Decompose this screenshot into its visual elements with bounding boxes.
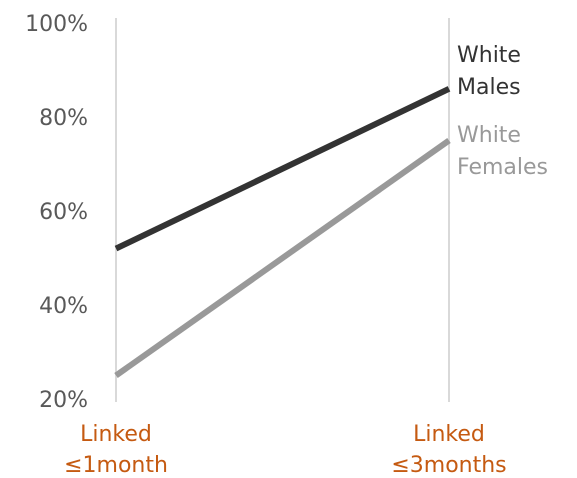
y-axis: 100% 80% 60% 40% 20% bbox=[25, 12, 88, 413]
x-tick-label-1-line-2: ≤1month bbox=[64, 453, 168, 478]
y-tick-label: 80% bbox=[39, 106, 88, 131]
series-label-white-females-line-1: White bbox=[457, 123, 521, 148]
series-label-white-males-line-1: White bbox=[457, 43, 521, 68]
series-lines bbox=[116, 89, 449, 376]
y-tick-label: 20% bbox=[39, 388, 88, 413]
series-line-white-males bbox=[116, 89, 449, 249]
x-tick-label-2-line-2: ≤3months bbox=[391, 453, 506, 478]
y-tick-label: 40% bbox=[39, 294, 88, 319]
series-labels: White Males White Females bbox=[457, 43, 548, 180]
series-line-white-females bbox=[116, 141, 449, 376]
x-axis: Linked ≤1month Linked ≤3months bbox=[64, 422, 507, 478]
x-tick-label-2-line-1: Linked bbox=[413, 422, 485, 447]
series-label-white-males-line-2: Males bbox=[457, 75, 521, 100]
y-tick-label: 60% bbox=[39, 200, 88, 225]
x-tick-label-1-line-1: Linked bbox=[80, 422, 152, 447]
y-tick-label: 100% bbox=[25, 12, 88, 37]
series-label-white-females-line-2: Females bbox=[457, 155, 548, 180]
category-gridlines bbox=[116, 18, 449, 402]
